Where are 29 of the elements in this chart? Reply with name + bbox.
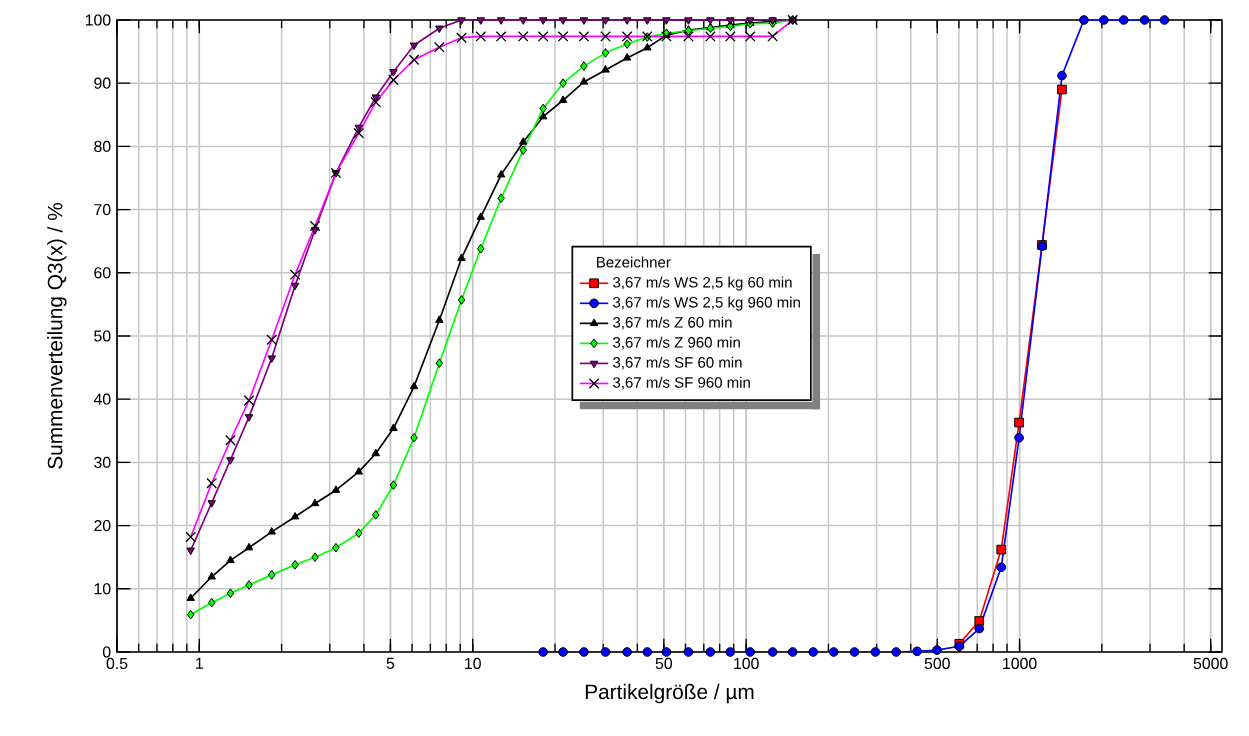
y-tick-label: 90 [94, 77, 111, 89]
x-tick-label: 5 [386, 657, 395, 669]
legend-label: 3,67 m/s Z 60 min [613, 316, 732, 330]
legend-label: 3,67 m/s WS 2,5 kg 960 min [613, 296, 800, 311]
y-tick-label: 100 [85, 14, 111, 26]
y-tick-label: 20 [94, 519, 111, 532]
y-tick-label: 40 [93, 393, 111, 405]
x-tick-label: 500 [924, 657, 950, 670]
x-tick-label: 5000 [1193, 657, 1228, 670]
y-tick-label: 50 [94, 330, 111, 342]
y-tick-label: 60 [94, 267, 111, 279]
x-tick-label: 1 [196, 657, 203, 669]
x-tick-label: 0.5 [106, 657, 128, 670]
x-tick-label: 1000 [1003, 657, 1037, 670]
legend-label: 3,67 m/s SF 960 min [613, 376, 750, 390]
y-tick-label: 10 [94, 583, 111, 595]
x-axis-title: Partikelgröße / µm [585, 683, 754, 704]
legend-title: Bezeichner [597, 256, 671, 268]
legend-label: 3,67 m/s WS 2,5 kg 60 min [613, 276, 792, 291]
y-tick-label: 0 [102, 646, 111, 658]
y-tick-label: 30 [94, 456, 111, 468]
x-tick-label: 50 [655, 657, 673, 670]
legend-label: 3,67 m/s SF 60 min [613, 356, 742, 370]
y-axis-title: Summenverteilung Q3(x) / % [47, 203, 67, 469]
x-tick-label: 10 [465, 657, 481, 670]
y-tick-label: 70 [94, 203, 111, 216]
legend-label: 3,67 m/s Z 960 min [613, 336, 740, 350]
x-tick-label: 100 [734, 657, 759, 670]
y-tick-label: 80 [94, 140, 111, 152]
